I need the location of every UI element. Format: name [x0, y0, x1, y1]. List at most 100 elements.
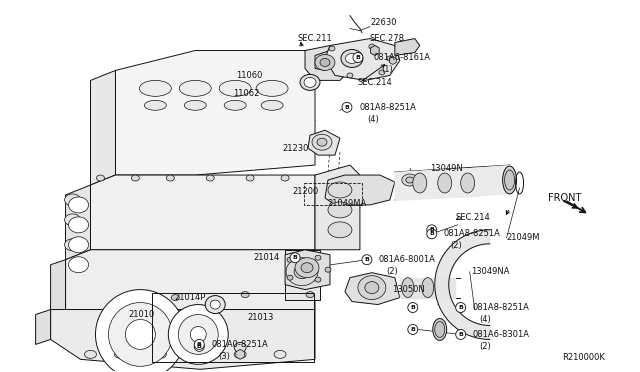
Text: (4): (4)	[479, 315, 492, 324]
Ellipse shape	[184, 100, 206, 110]
Ellipse shape	[328, 202, 352, 218]
Ellipse shape	[65, 194, 81, 206]
Text: B: B	[292, 255, 298, 260]
Ellipse shape	[220, 80, 251, 96]
Circle shape	[95, 290, 186, 372]
Text: 21010: 21010	[129, 310, 155, 319]
Text: 081A8-8251A: 081A8-8251A	[444, 229, 500, 238]
Text: B: B	[344, 105, 349, 110]
Text: B: B	[410, 327, 415, 332]
Ellipse shape	[68, 237, 88, 253]
Polygon shape	[65, 185, 90, 260]
Text: SEC.278: SEC.278	[370, 34, 405, 43]
Ellipse shape	[433, 318, 447, 340]
Ellipse shape	[387, 56, 393, 61]
Polygon shape	[51, 310, 315, 369]
Polygon shape	[345, 273, 400, 305]
Text: (2): (2)	[451, 241, 463, 250]
Polygon shape	[325, 175, 395, 205]
Text: 21230: 21230	[282, 144, 308, 153]
Text: B: B	[197, 342, 202, 347]
Circle shape	[179, 314, 218, 355]
Text: (2): (2)	[386, 267, 397, 276]
Polygon shape	[90, 70, 115, 185]
Circle shape	[427, 225, 436, 235]
Circle shape	[342, 102, 352, 112]
Circle shape	[168, 305, 228, 364]
Ellipse shape	[301, 263, 313, 273]
Ellipse shape	[166, 175, 174, 181]
Ellipse shape	[256, 80, 288, 96]
Ellipse shape	[241, 292, 249, 298]
Ellipse shape	[300, 74, 320, 90]
Text: B: B	[429, 231, 434, 236]
Polygon shape	[435, 230, 490, 339]
Ellipse shape	[145, 100, 166, 110]
Ellipse shape	[115, 350, 127, 358]
Polygon shape	[115, 51, 315, 175]
Text: 21200: 21200	[292, 187, 318, 196]
Ellipse shape	[406, 177, 414, 183]
Ellipse shape	[97, 175, 104, 181]
Ellipse shape	[140, 80, 172, 96]
Ellipse shape	[68, 217, 88, 233]
Text: B: B	[355, 55, 360, 60]
Text: (4): (4)	[367, 115, 379, 124]
Ellipse shape	[281, 175, 289, 181]
Text: 081A8-8251A: 081A8-8251A	[360, 103, 417, 112]
Text: 21014: 21014	[253, 253, 280, 262]
Text: 13049NA: 13049NA	[470, 267, 509, 276]
Ellipse shape	[358, 276, 386, 299]
Ellipse shape	[306, 292, 314, 298]
Ellipse shape	[435, 321, 445, 337]
Text: 21014P: 21014P	[174, 293, 205, 302]
Ellipse shape	[341, 49, 363, 67]
Polygon shape	[285, 250, 320, 299]
Ellipse shape	[234, 342, 246, 352]
Ellipse shape	[294, 265, 310, 279]
Text: 081A0-8251A: 081A0-8251A	[211, 340, 268, 349]
Text: 081A6-8161A: 081A6-8161A	[374, 53, 431, 62]
Text: 13049N: 13049N	[430, 164, 463, 173]
Ellipse shape	[65, 239, 81, 251]
Text: 21049M: 21049M	[507, 233, 540, 242]
Circle shape	[408, 302, 418, 312]
Ellipse shape	[502, 166, 516, 194]
Circle shape	[456, 330, 466, 339]
Ellipse shape	[274, 350, 286, 358]
Ellipse shape	[413, 173, 427, 193]
Polygon shape	[285, 250, 330, 290]
Text: FRONT: FRONT	[547, 193, 581, 203]
Text: 21013: 21013	[247, 313, 273, 322]
Text: SEC.214: SEC.214	[358, 78, 393, 87]
Ellipse shape	[179, 80, 211, 96]
Text: B: B	[458, 332, 463, 337]
Ellipse shape	[320, 58, 330, 67]
Ellipse shape	[329, 46, 335, 51]
Text: B: B	[458, 305, 463, 310]
Ellipse shape	[328, 222, 352, 238]
Text: B: B	[197, 344, 202, 349]
Circle shape	[125, 320, 156, 349]
Ellipse shape	[205, 296, 225, 314]
Text: 11062: 11062	[233, 89, 259, 98]
Ellipse shape	[422, 278, 434, 298]
Ellipse shape	[304, 77, 316, 87]
Ellipse shape	[286, 258, 318, 286]
Text: 081A6-8001A: 081A6-8001A	[379, 255, 436, 264]
Polygon shape	[395, 39, 420, 55]
Circle shape	[290, 253, 300, 263]
Ellipse shape	[379, 70, 385, 75]
Circle shape	[195, 339, 204, 349]
Ellipse shape	[154, 350, 166, 358]
Polygon shape	[51, 260, 65, 314]
Ellipse shape	[504, 170, 515, 190]
Ellipse shape	[172, 295, 179, 301]
Ellipse shape	[210, 300, 220, 309]
Ellipse shape	[461, 173, 475, 193]
Ellipse shape	[206, 175, 214, 181]
Text: 11060: 11060	[236, 71, 262, 80]
Text: (2): (2)	[479, 342, 492, 351]
Text: 13050N: 13050N	[392, 285, 424, 294]
Ellipse shape	[369, 44, 375, 49]
